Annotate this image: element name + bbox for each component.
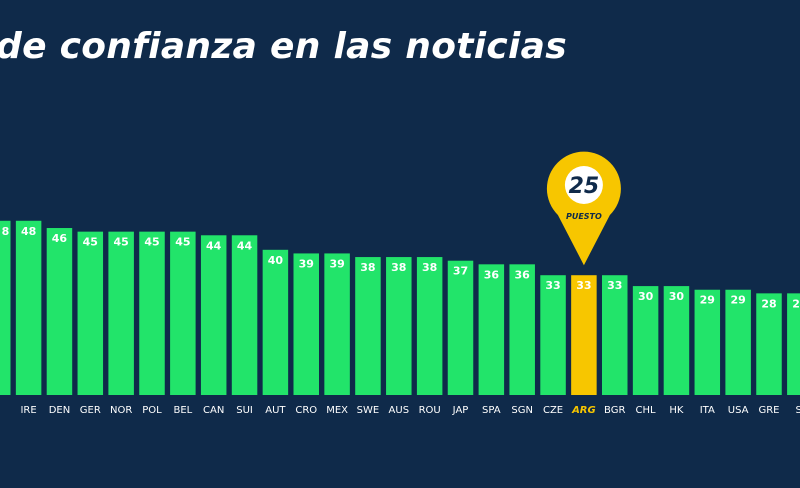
value-label-nor: 45 <box>113 236 128 249</box>
bar-nor <box>108 231 134 395</box>
category-label-mex: MEX <box>326 405 348 416</box>
category-label-usa: USA <box>728 405 749 416</box>
bar-mex <box>324 253 350 395</box>
category-label-rou: ROU <box>419 405 441 416</box>
bar-gre <box>756 293 782 395</box>
category-label-bgr: BGR <box>604 405 625 416</box>
bar-bel <box>170 231 196 395</box>
bar-hk <box>663 286 690 395</box>
bar-chl <box>632 286 659 395</box>
category-label-ger: GER <box>80 405 101 416</box>
bar-usa <box>725 289 751 395</box>
category-label-sui: SUI <box>236 405 253 416</box>
category-label-cze: CZE <box>543 405 563 416</box>
bar-aus <box>386 257 412 395</box>
bar-ire <box>15 220 42 395</box>
map-pin-icon <box>546 151 621 266</box>
rank-label: PUESTO <box>566 212 602 221</box>
bar-last <box>787 293 800 395</box>
category-label-last: SV <box>795 405 800 416</box>
bar-jap <box>447 260 474 395</box>
category-label-cro: CRO <box>295 405 317 416</box>
value-label-rou: 38 <box>422 261 437 274</box>
rank-pin: 25 PUESTO <box>546 151 621 266</box>
bar-cro <box>293 253 319 395</box>
category-label-den: DEN <box>49 405 71 416</box>
bar-ger <box>77 231 104 395</box>
bar-pol <box>139 231 165 395</box>
bar-den <box>46 228 73 395</box>
category-label-pol: POL <box>142 405 162 416</box>
bars: 8 48 46 45 45 45 45 44 44 40 39 39 38 38 38 37 36 36 33 33 3… <box>0 220 800 395</box>
bar-sgn <box>509 264 535 395</box>
category-label-hk: HK <box>669 405 684 416</box>
category-labels: AIREDENGERNORPOLBELCANSUIAUTCROMEXSWEAUS… <box>20 405 800 416</box>
bar-rou <box>416 257 443 395</box>
category-label-gre: GRE <box>758 405 779 416</box>
category-label-arg: ARG <box>571 405 596 416</box>
value-label-den: 46 <box>52 232 68 245</box>
value-label-mex: 39 <box>329 257 344 270</box>
value-label-sui: 44 <box>237 239 253 252</box>
value-label-aus: 38 <box>391 261 406 274</box>
value-label-bgr: 33 <box>607 279 622 292</box>
value-label-last: 2 <box>792 297 800 310</box>
bar-arg <box>571 275 597 395</box>
bar-first <box>0 220 11 395</box>
value-label-cze: 33 <box>545 279 560 292</box>
bar-cze <box>540 275 566 395</box>
bar-sui <box>231 235 258 395</box>
category-label-ita: ITA <box>700 405 715 416</box>
value-label-sgn: 36 <box>515 268 531 281</box>
value-label-aut: 40 <box>268 254 284 267</box>
value-label-swe: 38 <box>360 261 375 274</box>
value-label-arg: 33 <box>576 279 591 292</box>
value-label-jap: 37 <box>453 265 468 278</box>
category-label-swe: SWE <box>357 405 380 416</box>
category-label-jap: JAP <box>452 405 469 416</box>
value-label-ita: 29 <box>700 294 715 307</box>
category-label-chl: CHL <box>636 405 657 416</box>
value-label-chl: 30 <box>638 290 654 303</box>
bar-aut <box>262 249 289 395</box>
chart-title: de confianza en las noticias <box>0 26 568 67</box>
value-label-cro: 39 <box>299 257 314 270</box>
category-label-bel: BEL <box>173 405 192 416</box>
bar-spa <box>478 264 505 395</box>
bar-can <box>200 235 227 395</box>
value-label-spa: 36 <box>484 268 500 281</box>
value-label-hk: 30 <box>669 290 685 303</box>
value-label-ger: 45 <box>83 236 98 249</box>
category-label-aus: AUS <box>389 405 410 416</box>
value-label-first: 8 <box>2 225 10 238</box>
bar-bgr <box>602 275 628 395</box>
value-label-gre: 28 <box>761 297 776 310</box>
value-label-bel: 45 <box>175 236 190 249</box>
value-label-pol: 45 <box>144 236 159 249</box>
bar-ita <box>694 289 721 395</box>
value-label-ire: 48 <box>21 225 36 238</box>
category-label-sgn: SGN <box>511 405 533 416</box>
category-label-ire: IRE <box>20 405 36 416</box>
rank-number: 25 <box>569 174 600 199</box>
bar-swe <box>355 257 381 395</box>
value-label-can: 44 <box>206 239 222 252</box>
category-label-aut: AUT <box>265 405 286 416</box>
category-label-nor: NOR <box>110 405 132 416</box>
value-label-usa: 29 <box>730 294 745 307</box>
category-label-spa: SPA <box>482 405 501 416</box>
category-label-can: CAN <box>203 405 224 416</box>
rank-circle <box>564 166 603 204</box>
